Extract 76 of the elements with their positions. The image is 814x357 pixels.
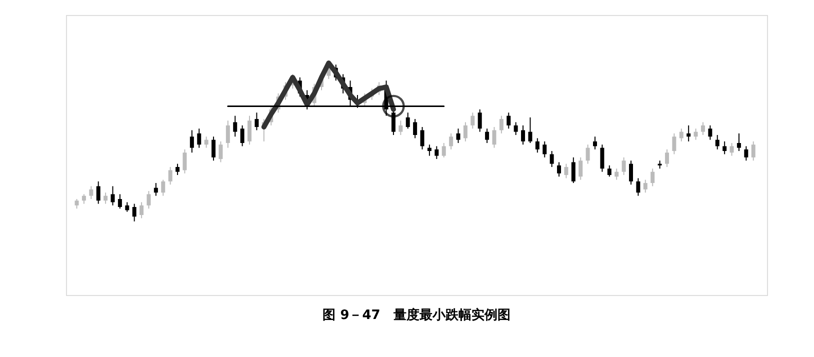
candlestick: [528, 116, 532, 144]
candlestick: [132, 203, 136, 222]
candlestick: [140, 202, 144, 219]
candlestick: [233, 115, 238, 138]
candlestick: [730, 142, 734, 156]
candlestick: [535, 138, 540, 154]
candlestick: [74, 198, 79, 210]
candlestick: [104, 192, 108, 204]
candlestick: [593, 136, 598, 150]
candlestick: [514, 122, 518, 136]
candlestick: [694, 128, 698, 140]
candlestick: [442, 142, 446, 158]
candlestick: [499, 115, 504, 134]
candlestick: [413, 118, 418, 139]
candlestick: [240, 124, 244, 147]
candlestick: [664, 148, 669, 168]
candlestick: [586, 144, 590, 164]
candlestick: [744, 146, 748, 162]
candlestick: [168, 166, 172, 186]
candlestick: [456, 128, 460, 144]
candlestick: [154, 182, 158, 196]
candlestick: [607, 164, 612, 178]
candlestick: [420, 126, 424, 150]
candlestick: [118, 194, 122, 210]
candlestick: [212, 136, 216, 162]
candlestick: [96, 180, 100, 204]
candlestick: [650, 168, 655, 187]
candlestick: [197, 128, 202, 148]
candlestick: [398, 120, 403, 136]
candlestick: [643, 179, 648, 194]
candlestick: [89, 186, 94, 200]
text: 图 9－47 量度最小跌幅实例图: [322, 307, 510, 323]
candlestick: [708, 124, 712, 140]
candlestick: [478, 108, 482, 132]
candlestick: [125, 202, 130, 212]
candlestick: [600, 144, 604, 172]
candlestick: [176, 163, 180, 176]
candlestick: [686, 124, 691, 142]
candlestick: [427, 144, 432, 156]
candlestick: [463, 122, 468, 142]
candlestick: [82, 194, 86, 204]
candlestick: [564, 163, 568, 179]
candlestick: [190, 130, 194, 154]
candlestick: [146, 190, 151, 210]
candlestick: [622, 156, 626, 176]
candlestick: [204, 136, 208, 148]
candlestick: [406, 112, 410, 130]
candlestick: [449, 132, 454, 150]
candlestick: [557, 162, 562, 178]
candlestick: [550, 150, 554, 168]
candlestick: [578, 156, 583, 180]
candlestick: [254, 112, 259, 131]
candlestick: [470, 112, 475, 130]
candlestick: [248, 115, 252, 146]
candlestick: [182, 148, 187, 174]
candlestick: [226, 120, 230, 148]
candlestick: [521, 124, 526, 146]
candlestick: [571, 156, 576, 184]
candlestick: [542, 140, 547, 158]
candlestick: [751, 140, 756, 162]
candlestick: [218, 140, 223, 163]
candlestick: [485, 128, 490, 144]
candlestick: [161, 179, 166, 196]
candlestick: [736, 132, 741, 152]
candlestick: [614, 168, 619, 180]
candlestick: [715, 134, 720, 150]
candlestick: [492, 126, 496, 148]
candlestick: [636, 178, 640, 196]
candlestick: [700, 122, 705, 136]
candlestick: [679, 128, 684, 142]
candlestick: [434, 146, 439, 160]
candlestick: [672, 132, 676, 155]
candlestick: [506, 112, 511, 130]
candlestick: [629, 160, 633, 186]
candlestick: [110, 186, 115, 206]
candlestick: [722, 140, 727, 155]
